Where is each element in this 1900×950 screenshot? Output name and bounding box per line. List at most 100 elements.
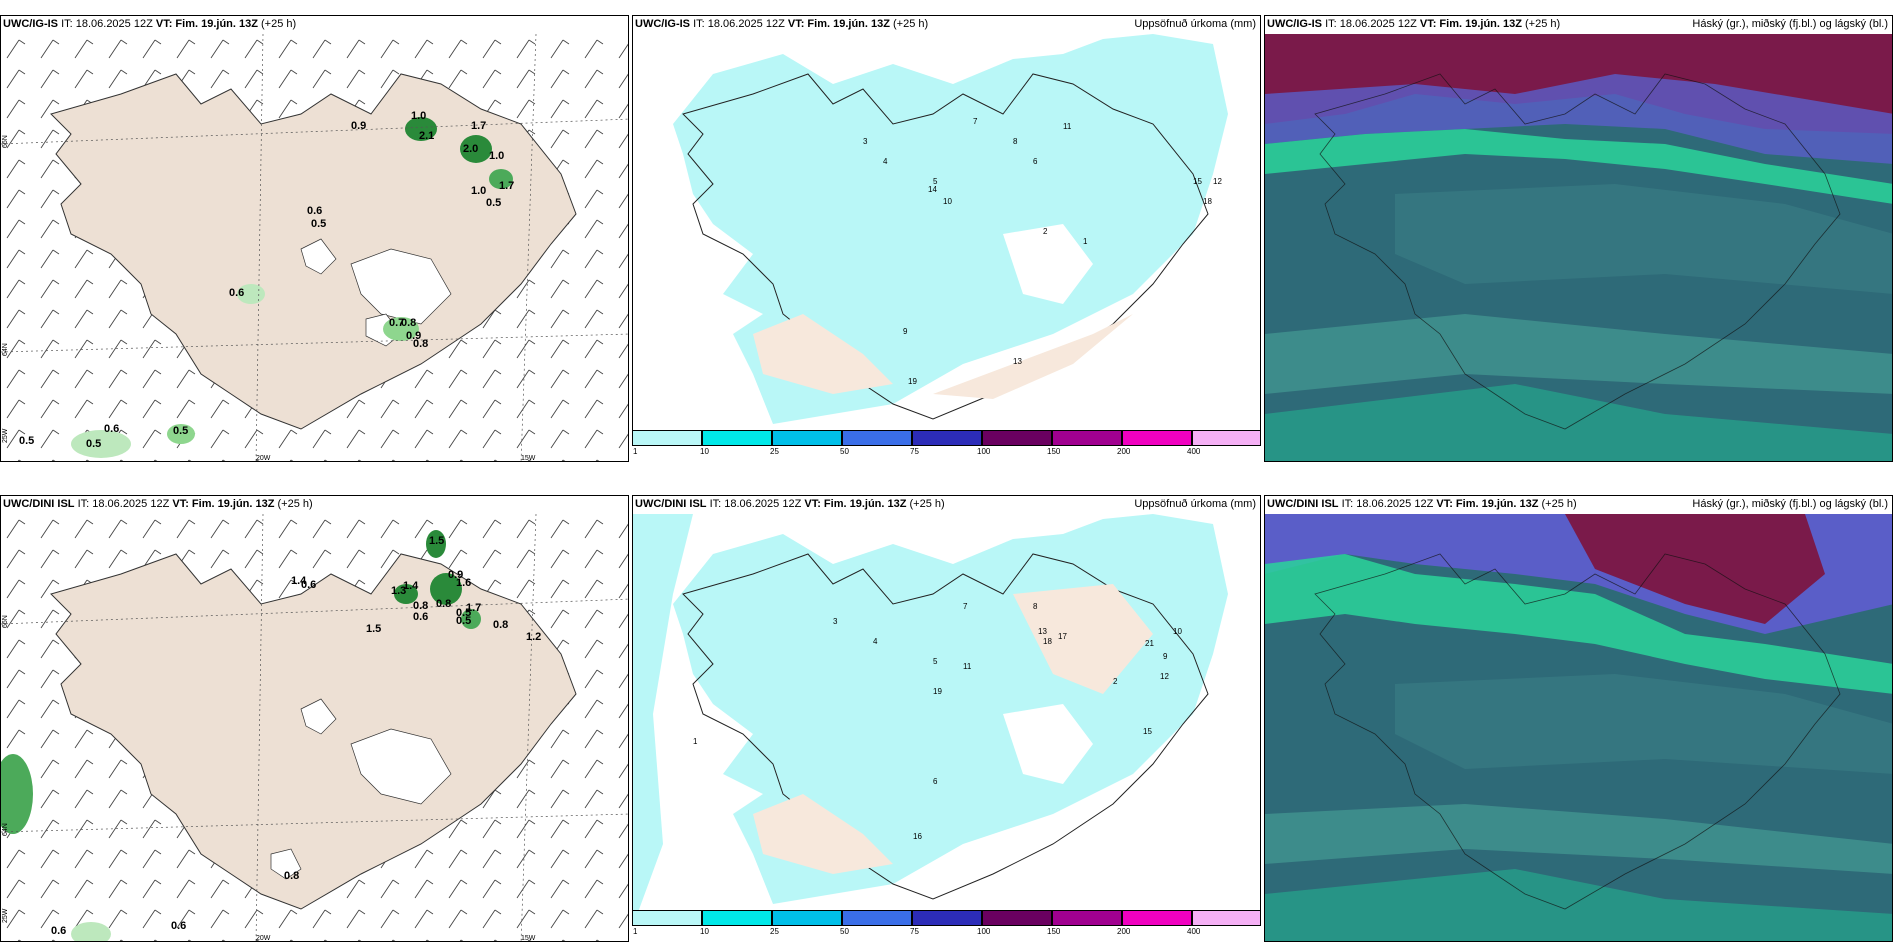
- svg-text:1.0: 1.0: [489, 150, 504, 162]
- svg-text:20W: 20W: [256, 455, 271, 462]
- svg-text:10: 10: [943, 197, 952, 206]
- dry-area: [1003, 224, 1093, 304]
- wind-panel-igis: UWC/IG-IS IT: 18.06.2025 12Z VT: Fim. 19…: [0, 15, 629, 462]
- panel-header: UWC/DINI ISL IT: 18.06.2025 12Z VT: Fim.…: [1267, 498, 1577, 510]
- panel-header: UWC/DINI ISL IT: 18.06.2025 12Z VT: Fim.…: [3, 498, 313, 510]
- panel-title: Uppsöfnuð úrkoma (mm): [1134, 18, 1256, 30]
- svg-text:0.6: 0.6: [171, 920, 186, 932]
- svg-text:11: 11: [963, 662, 972, 671]
- svg-text:0.6: 0.6: [229, 287, 244, 299]
- iceland-landmass: [50, 553, 577, 910]
- svg-text:1.4: 1.4: [403, 580, 419, 592]
- svg-text:1.5: 1.5: [366, 623, 381, 635]
- svg-text:9: 9: [903, 327, 908, 336]
- svg-text:0.7: 0.7: [389, 317, 404, 329]
- svg-text:1.4: 1.4: [291, 575, 307, 587]
- svg-text:19: 19: [933, 687, 942, 696]
- svg-text:9: 9: [1163, 652, 1168, 661]
- svg-text:20W: 20W: [256, 935, 271, 942]
- wind-map: 0.9 1.0 2.1 1.7 2.0 1.0 1.0 0.5 1.7 0.6 …: [1, 34, 628, 462]
- panel-header: UWC/IG-IS IT: 18.06.2025 12Z VT: Fim. 19…: [1267, 18, 1561, 30]
- svg-text:1.2: 1.2: [526, 631, 541, 643]
- precip-area: [633, 514, 693, 924]
- svg-text:17: 17: [1058, 632, 1067, 641]
- svg-text:0.8: 0.8: [284, 870, 299, 882]
- svg-text:1.7: 1.7: [499, 180, 514, 192]
- svg-text:1.6: 1.6: [456, 577, 471, 589]
- panel-title: Uppsöfnuð úrkoma (mm): [1134, 498, 1256, 510]
- svg-text:1.3: 1.3: [391, 585, 406, 597]
- dry-area: [1003, 704, 1093, 784]
- svg-text:6: 6: [1033, 157, 1038, 166]
- svg-text:66N: 66N: [2, 615, 9, 628]
- glacier: [300, 238, 337, 275]
- cloud-panel-dini: UWC/DINI ISL IT: 18.06.2025 12Z VT: Fim.…: [1264, 495, 1893, 942]
- svg-text:13: 13: [1038, 627, 1047, 636]
- precip-panel-dini: UWC/DINI ISL IT: 18.06.2025 12Z VT: Fim.…: [632, 495, 1261, 925]
- wind-panel-dini: UWC/DINI ISL IT: 18.06.2025 12Z VT: Fim.…: [0, 495, 629, 942]
- svg-text:0.6: 0.6: [413, 611, 428, 623]
- precip-colorbar: 1 10 25 50 75 100 150 200 400: [632, 910, 1261, 936]
- svg-text:0.8: 0.8: [493, 619, 508, 631]
- panel-header: UWC/DINI ISL IT: 18.06.2025 12Z VT: Fim.…: [635, 498, 945, 510]
- svg-text:5: 5: [933, 177, 938, 186]
- cloud-panel-igis: UWC/IG-IS IT: 18.06.2025 12Z VT: Fim. 19…: [1264, 15, 1893, 462]
- glacier: [270, 848, 302, 880]
- precip-colorbar: 1 10 25 50 75 100 150 200 400: [632, 430, 1261, 456]
- svg-text:7: 7: [963, 602, 968, 611]
- svg-text:1.7: 1.7: [466, 602, 481, 614]
- svg-text:0.6: 0.6: [307, 205, 322, 217]
- panel-title: Háský (gr.), miðský (fj.bl.) og lágský (…: [1692, 18, 1888, 30]
- svg-text:0.5: 0.5: [173, 425, 188, 437]
- svg-text:64N: 64N: [2, 823, 9, 836]
- cloud-map: [1265, 514, 1892, 941]
- svg-text:2: 2: [1113, 677, 1118, 686]
- svg-text:12: 12: [1160, 672, 1169, 681]
- svg-text:0.9: 0.9: [351, 120, 366, 132]
- svg-text:0.8: 0.8: [413, 338, 428, 350]
- svg-text:1: 1: [693, 737, 698, 746]
- precip-panel-igis: UWC/IG-IS IT: 18.06.2025 12Z VT: Fim. 19…: [632, 15, 1261, 445]
- svg-text:4: 4: [873, 637, 878, 646]
- svg-text:0.5: 0.5: [456, 615, 471, 627]
- svg-text:1.5: 1.5: [429, 535, 444, 547]
- dry-area: [753, 314, 893, 394]
- svg-text:15: 15: [1143, 727, 1152, 736]
- svg-text:2.1: 2.1: [419, 130, 434, 142]
- precip-values: 3 4 5 7 8 11 13 17 18 21 12 10 9 6 2 1 1…: [693, 602, 1182, 841]
- svg-text:0.9: 0.9: [406, 330, 421, 342]
- svg-text:8: 8: [1033, 602, 1038, 611]
- svg-text:66N: 66N: [2, 135, 9, 148]
- svg-text:1.7: 1.7: [471, 120, 486, 132]
- precip-map: 3 4 5 7 6 8 14 11 10 12 15 18 9 2 1 13 1…: [673, 34, 1228, 424]
- svg-text:2.0: 2.0: [463, 143, 478, 155]
- svg-text:8: 8: [1013, 137, 1018, 146]
- svg-text:15W: 15W: [521, 935, 536, 942]
- svg-text:12: 12: [1213, 177, 1222, 186]
- svg-text:1.0: 1.0: [411, 110, 426, 122]
- svg-text:0.6: 0.6: [301, 579, 316, 591]
- svg-text:18: 18: [1043, 637, 1052, 646]
- svg-text:1: 1: [1083, 237, 1088, 246]
- panel-header: UWC/IG-IS IT: 18.06.2025 12Z VT: Fim. 19…: [635, 18, 929, 30]
- iceland-landmass: [682, 553, 1209, 900]
- svg-text:0.5: 0.5: [456, 607, 471, 619]
- precip-values: 3 4 5 7 6 8 14 11 10 12 15 18 9 2 1 13 1…: [863, 117, 1222, 386]
- svg-text:0.9: 0.9: [448, 569, 463, 581]
- svg-text:0.5: 0.5: [19, 435, 34, 447]
- svg-text:13: 13: [1013, 357, 1022, 366]
- dry-area: [933, 314, 1133, 399]
- svg-text:6: 6: [933, 777, 938, 786]
- svg-text:25W: 25W: [2, 428, 9, 443]
- svg-text:2: 2: [1043, 227, 1048, 236]
- svg-text:4: 4: [883, 157, 888, 166]
- wind-map: 1.5 1.4 0.6 1.3 1.4 0.9 1.6 0.8 0.6 0.8 …: [1, 514, 628, 942]
- cloud-map: [1265, 34, 1892, 461]
- svg-text:0.8: 0.8: [413, 600, 428, 612]
- svg-text:0.6: 0.6: [104, 423, 119, 435]
- svg-text:10: 10: [1173, 627, 1182, 636]
- svg-text:0.5: 0.5: [486, 197, 501, 209]
- svg-text:14: 14: [928, 185, 937, 194]
- svg-text:1.0: 1.0: [471, 185, 486, 197]
- dry-area: [753, 794, 893, 874]
